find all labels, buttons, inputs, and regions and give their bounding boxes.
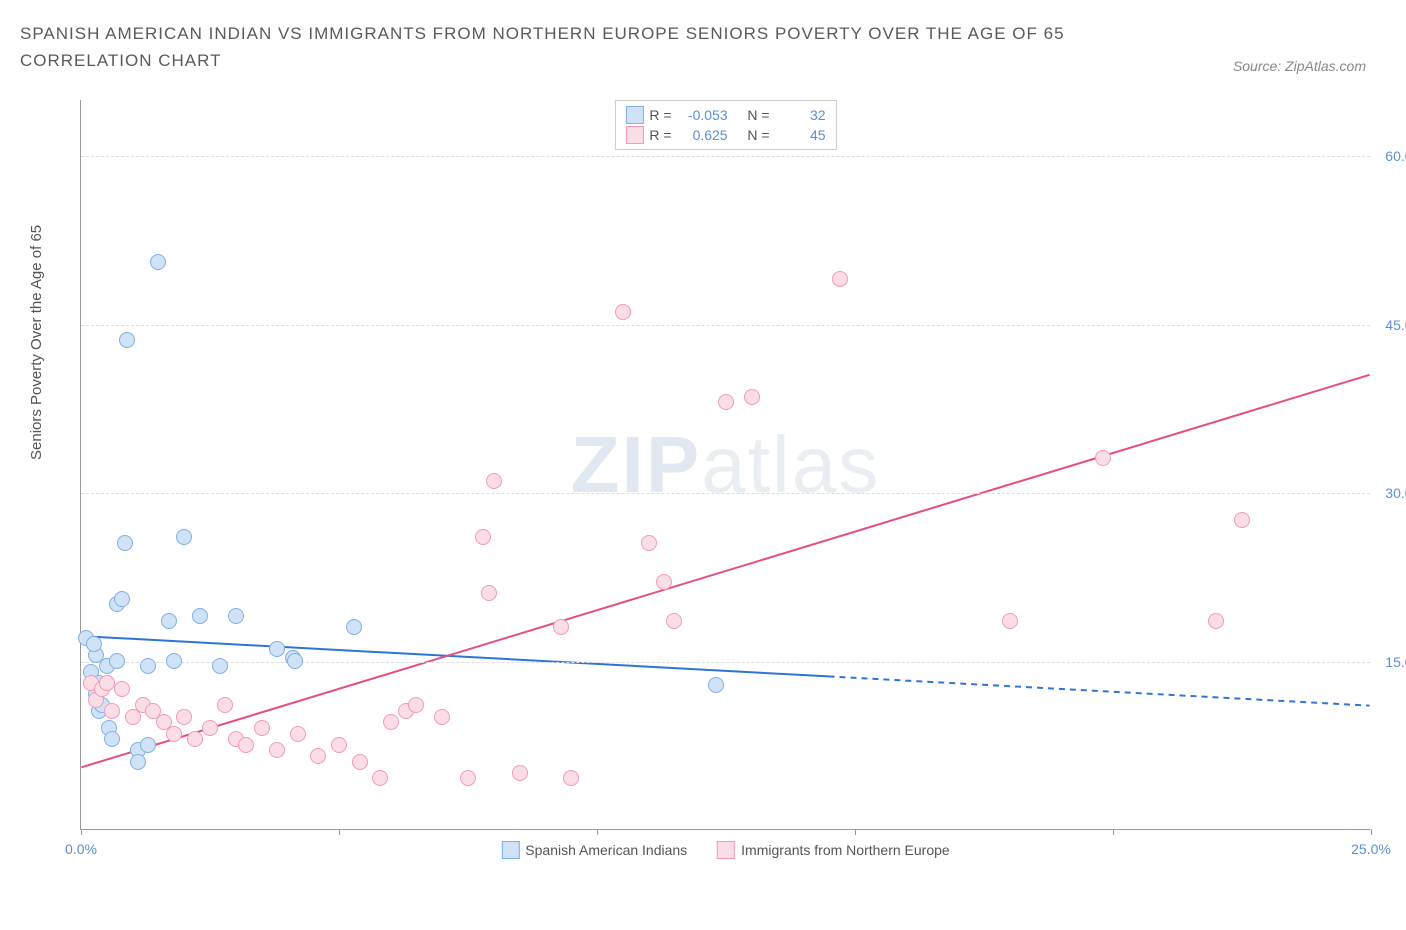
legend-item-series1: Spanish American Indians — [501, 841, 687, 859]
legend-item-series2: Immigrants from Northern Europe — [717, 841, 950, 859]
xtick — [339, 829, 340, 835]
y-axis-label: Seniors Poverty Over the Age of 65 — [28, 225, 45, 460]
data-point — [228, 608, 244, 624]
data-point — [310, 748, 326, 764]
data-point — [346, 619, 362, 635]
xtick — [597, 829, 598, 835]
trend-lines — [81, 100, 1370, 829]
data-point — [1208, 613, 1224, 629]
data-point — [460, 770, 476, 786]
ytick-label: 15.0% — [1385, 654, 1406, 670]
ytick-label: 45.0% — [1385, 317, 1406, 333]
data-point — [372, 770, 388, 786]
data-point — [290, 726, 306, 742]
stats-row-series1: R = -0.053 N = 32 — [625, 105, 825, 125]
data-point — [176, 709, 192, 725]
data-point — [1095, 450, 1111, 466]
data-point — [553, 619, 569, 635]
data-point — [254, 720, 270, 736]
data-point — [352, 754, 368, 770]
data-point — [212, 658, 228, 674]
data-point — [187, 731, 203, 747]
gridline-h — [81, 325, 1370, 326]
data-point — [119, 332, 135, 348]
data-point — [166, 726, 182, 742]
data-point — [86, 636, 102, 652]
data-point — [656, 574, 672, 590]
data-point — [481, 585, 497, 601]
swatch-series2 — [625, 126, 643, 144]
data-point — [383, 714, 399, 730]
ytick-label: 30.0% — [1385, 485, 1406, 501]
xtick-label: 25.0% — [1351, 841, 1391, 857]
stats-row-series2: R = 0.625 N = 45 — [625, 125, 825, 145]
data-point — [192, 608, 208, 624]
data-point — [114, 591, 130, 607]
data-point — [238, 737, 254, 753]
data-point — [104, 731, 120, 747]
data-point — [202, 720, 218, 736]
watermark: ZIPatlas — [571, 419, 880, 511]
source-attribution: Source: ZipAtlas.com — [1233, 58, 1366, 74]
data-point — [140, 658, 156, 674]
bottom-legend: Spanish American Indians Immigrants from… — [501, 841, 949, 859]
data-point — [832, 271, 848, 287]
data-point — [563, 770, 579, 786]
data-point — [140, 737, 156, 753]
data-point — [130, 754, 146, 770]
data-point — [269, 641, 285, 657]
data-point — [217, 697, 233, 713]
data-point — [269, 742, 285, 758]
data-point — [99, 675, 115, 691]
data-point — [104, 703, 120, 719]
data-point — [615, 304, 631, 320]
data-point — [161, 613, 177, 629]
data-point — [666, 613, 682, 629]
data-point — [287, 653, 303, 669]
data-point — [718, 394, 734, 410]
data-point — [166, 653, 182, 669]
xtick — [1371, 829, 1372, 835]
data-point — [408, 697, 424, 713]
data-point — [109, 653, 125, 669]
data-point — [117, 535, 133, 551]
gridline-h — [81, 493, 1370, 494]
xtick — [81, 829, 82, 835]
data-point — [486, 473, 502, 489]
data-point — [512, 765, 528, 781]
data-point — [744, 389, 760, 405]
xtick — [1113, 829, 1114, 835]
data-point — [641, 535, 657, 551]
gridline-h — [81, 156, 1370, 157]
plot-area: ZIPatlas R = -0.053 N = 32 R = 0.625 N =… — [80, 100, 1370, 830]
swatch-series1-bottom — [501, 841, 519, 859]
data-point — [434, 709, 450, 725]
chart-container: SPANISH AMERICAN INDIAN VS IMMIGRANTS FR… — [20, 20, 1386, 910]
data-point — [708, 677, 724, 693]
xtick-label: 0.0% — [65, 841, 97, 857]
data-point — [475, 529, 491, 545]
gridline-h — [81, 662, 1370, 663]
ytick-label: 60.0% — [1385, 148, 1406, 164]
data-point — [331, 737, 347, 753]
data-point — [114, 681, 130, 697]
chart-title: SPANISH AMERICAN INDIAN VS IMMIGRANTS FR… — [20, 20, 1140, 74]
data-point — [1002, 613, 1018, 629]
data-point — [1234, 512, 1250, 528]
xtick — [855, 829, 856, 835]
data-point — [150, 254, 166, 270]
swatch-series1 — [625, 106, 643, 124]
stats-legend: R = -0.053 N = 32 R = 0.625 N = 45 — [614, 100, 836, 150]
data-point — [176, 529, 192, 545]
swatch-series2-bottom — [717, 841, 735, 859]
